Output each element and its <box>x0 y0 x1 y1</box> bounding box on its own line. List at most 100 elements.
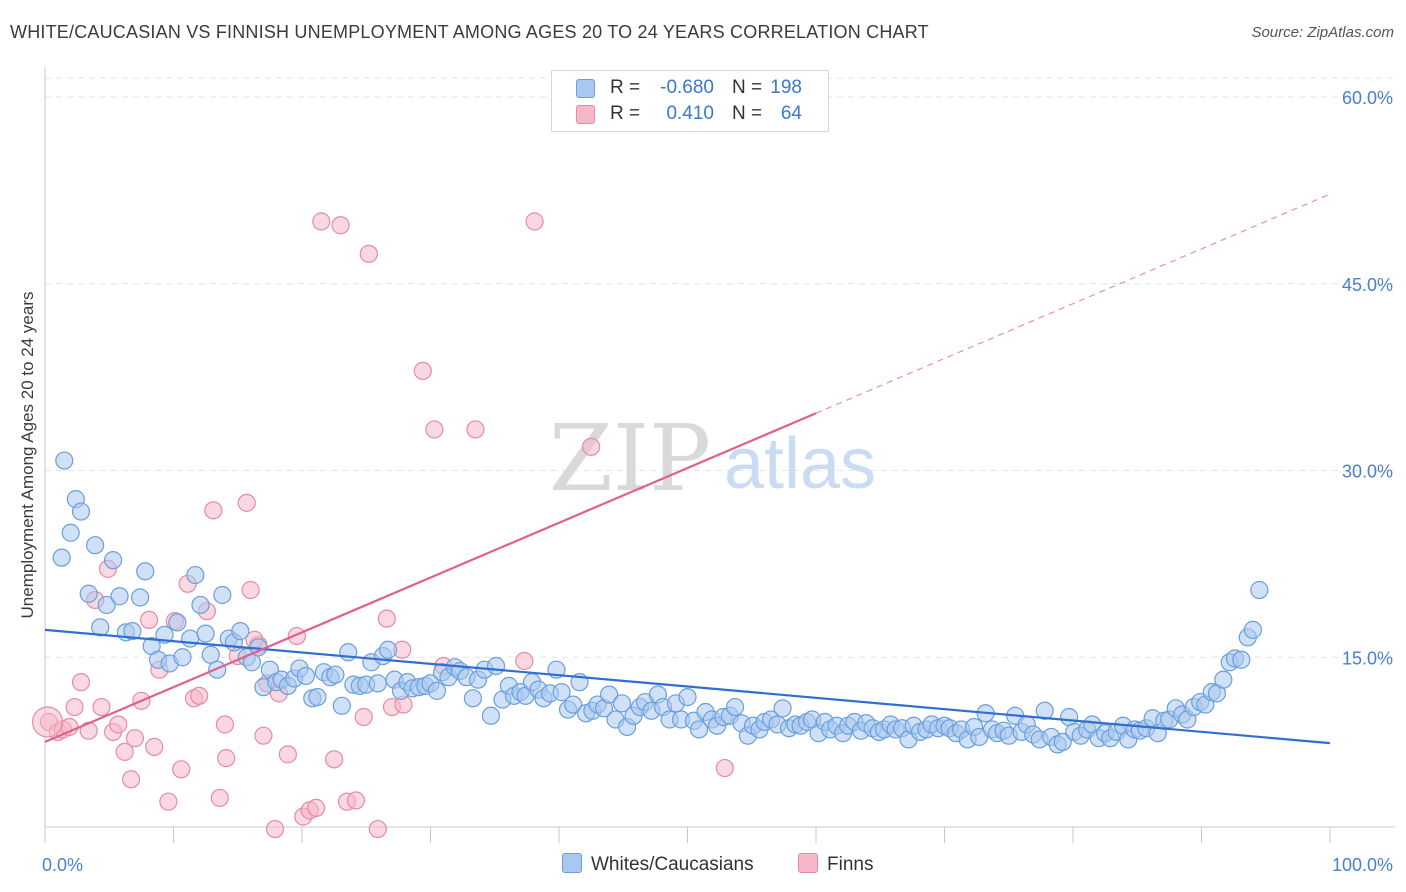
finns-points <box>31 212 734 839</box>
whites-point <box>378 640 398 659</box>
legend-item-whites[interactable]: Whites/Caucasians <box>562 853 754 876</box>
finns-point <box>139 610 159 630</box>
legend-row-finns: R = 0.410 N = 64 <box>552 101 828 127</box>
legend-row-whites: R = -0.680 N = 198 <box>552 75 828 101</box>
whites-point <box>168 613 187 632</box>
watermark-atlas: atlas <box>724 424 876 504</box>
finns-point <box>65 697 84 717</box>
finns-point <box>217 748 236 768</box>
finns-point <box>368 819 387 839</box>
whites-point <box>773 699 792 718</box>
finns-trend-extension <box>815 193 1331 414</box>
legend-n-label: N = <box>732 103 763 124</box>
whites-point <box>71 502 91 521</box>
whites-point <box>689 720 709 739</box>
whites-point <box>61 523 80 542</box>
finns-point <box>582 437 601 456</box>
whites-point <box>1243 620 1263 639</box>
whites-point <box>481 706 500 725</box>
finns-point <box>254 726 273 745</box>
whites-point <box>486 656 506 676</box>
finns-point <box>172 760 191 779</box>
finns-point <box>215 715 234 734</box>
finns-point <box>354 707 373 727</box>
y-tick-label: 30.0% <box>1342 462 1393 482</box>
finns-point <box>359 244 378 263</box>
legend-swatch-whites <box>562 853 582 873</box>
finns-point <box>515 651 534 671</box>
correlation-legend: R = -0.680 N = 198 R = 0.410 N = 64 <box>551 70 829 132</box>
whites-point <box>678 687 697 707</box>
finns-point <box>31 706 64 738</box>
whites-point <box>600 685 619 704</box>
whites-point <box>296 666 315 686</box>
finns-point <box>204 501 223 520</box>
finns-point <box>109 715 128 734</box>
whites-point <box>1214 670 1233 689</box>
watermark-zip: ZIP <box>549 405 711 512</box>
y-tick-label: 15.0% <box>1342 648 1393 668</box>
finns-point <box>265 819 285 839</box>
legend-n-value: 64 <box>780 103 802 124</box>
finns-point <box>71 673 91 692</box>
whites-point <box>332 696 351 715</box>
finns-point <box>278 745 297 764</box>
x-tick-labels: 0.0% 100.0% <box>42 855 1393 875</box>
whites-point <box>463 689 483 708</box>
whites-point <box>368 674 387 693</box>
whites-point <box>1053 732 1072 752</box>
finns-point <box>425 420 444 439</box>
finns-point <box>121 770 141 789</box>
source-label: Source: ZipAtlas.com <box>1251 24 1394 41</box>
legend-item-finns[interactable]: Finns <box>798 853 873 876</box>
finns-point <box>125 729 145 748</box>
whites-point <box>173 648 192 667</box>
legend-swatch-finns <box>576 105 595 124</box>
whites-point <box>308 687 327 707</box>
y-tick-label: 60.0% <box>1342 88 1393 108</box>
legend-n-value: 198 <box>770 77 802 98</box>
legend-swatch-finns <box>798 853 818 873</box>
y-tick-labels: 15.0% 30.0% 45.0% 60.0% <box>1342 88 1393 668</box>
legend-swatch-whites <box>576 79 595 98</box>
legend-r-label: R = <box>610 103 641 124</box>
x-tick-label-min: 0.0% <box>42 855 83 875</box>
watermark: ZIP atlas <box>549 405 876 512</box>
finns-trend-line <box>44 412 817 743</box>
whites-trend-line <box>44 628 1331 745</box>
whites-point <box>1035 701 1054 720</box>
finns-point <box>210 788 229 808</box>
whites-point <box>110 587 129 606</box>
whites-point <box>1232 650 1251 669</box>
legend-r-label: R = <box>610 77 641 98</box>
finns-point <box>525 212 544 231</box>
whites-point <box>552 683 571 702</box>
finns-point <box>312 212 331 231</box>
finns-point <box>377 609 396 628</box>
whites-point <box>55 451 74 470</box>
whites-point <box>86 536 105 555</box>
whites-point <box>231 622 250 641</box>
finns-point <box>241 580 260 600</box>
whites-point <box>196 624 215 643</box>
legend-label-whites: Whites/Caucasians <box>591 854 754 875</box>
finns-point <box>145 737 164 756</box>
whites-point <box>612 694 632 713</box>
whites-point <box>213 585 232 605</box>
finns-point <box>466 420 485 439</box>
legend-label-finns: Finns <box>827 854 874 875</box>
whites-point <box>97 595 116 615</box>
finns-point <box>159 792 178 811</box>
whites-point <box>427 681 447 700</box>
whites-point <box>130 588 150 607</box>
finns-point <box>346 791 366 810</box>
whites-point <box>191 595 210 615</box>
chart-title: WHITE/CAUCASIAN VS FINNISH UNEMPLOYMENT … <box>10 22 929 42</box>
whites-points <box>52 451 1269 754</box>
whites-point <box>564 695 583 714</box>
whites-point <box>52 548 71 567</box>
finns-point <box>92 697 111 717</box>
finns-point <box>237 493 256 512</box>
whites-point <box>1250 580 1269 600</box>
